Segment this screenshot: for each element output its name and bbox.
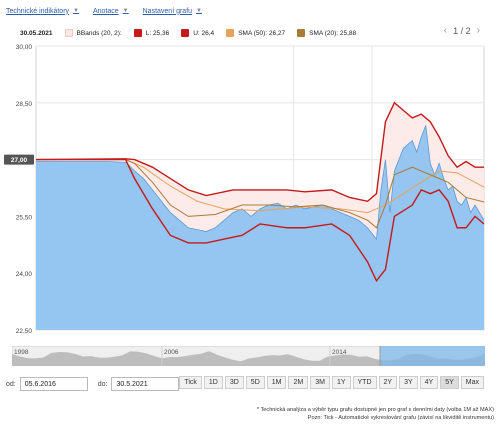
legend-swatch [226, 29, 235, 37]
navigator-year-label: 2014 [332, 349, 347, 356]
range-navigator[interactable]: 1998 2006 2014 [11, 345, 486, 367]
legend-bbands[interactable]: BBands (20, 2): [64, 29, 122, 37]
footnote-line1: * Technická analýza a výběr typu grafu d… [256, 407, 494, 413]
menu-technical-indicators[interactable]: Technické indikátory ▼ [6, 7, 79, 15]
price-area [36, 125, 484, 331]
y-tick-label: 28,50 [16, 101, 33, 108]
footnote: * Technická analýza a výběr typu grafu d… [257, 406, 494, 422]
chevron-down-icon: ▼ [122, 8, 129, 14]
bb-upper-line [35, 101, 484, 203]
pager-text: 1 / 2 [453, 25, 471, 36]
menu-annotations[interactable]: Anotace ▼ [92, 7, 129, 15]
to-label: do: [97, 380, 108, 388]
y-tick-label: 24,00 [16, 271, 33, 278]
legend-swatch [297, 29, 306, 37]
zoom-button-4y[interactable]: 4Y [419, 376, 439, 389]
chevron-right-icon[interactable]: › [476, 25, 480, 36]
price-line [36, 125, 485, 241]
sma50-line [36, 159, 485, 214]
navigator-year-label: 2006 [164, 349, 179, 356]
footnote-line2: Pozn: Tick - Automatické vykreslování gr… [307, 415, 494, 421]
zoom-button-2m[interactable]: 2M [288, 376, 309, 389]
zoom-button-2y[interactable]: 2Y [378, 376, 398, 389]
bb-lower-line [36, 158, 485, 283]
from-label: od: [6, 380, 16, 388]
to-date-input[interactable] [111, 377, 180, 391]
zoom-button-3d[interactable]: 3D [224, 376, 244, 389]
zoom-button-1d[interactable]: 1D [203, 376, 223, 389]
legend-pager: ‹ 1 / 2 › [438, 25, 486, 36]
chevron-down-icon: ▼ [196, 8, 202, 14]
chevron-down-icon: ▼ [73, 8, 79, 14]
chevron-left-icon[interactable]: ‹ [443, 25, 448, 36]
legend-sma20[interactable]: SMA (20): 25,88 [297, 29, 356, 37]
zoom-button-ytd[interactable]: YTD [352, 376, 377, 389]
zoom-button-3y[interactable]: 3Y [399, 376, 418, 389]
zoom-button-1m[interactable]: 1M [266, 376, 287, 389]
navigator-series [12, 351, 485, 366]
current-value-badge [4, 154, 34, 165]
navigator-selection [380, 346, 485, 366]
zoom-button-max[interactable]: Max [460, 376, 484, 389]
zoom-button-5d[interactable]: 5D [245, 376, 265, 389]
legend-swatch [181, 29, 190, 37]
zoom-buttons: Tick 1D 3D 5D 1M 2M 3M 1Y YTD 2Y 3Y 4Y 5Y Max [177, 376, 484, 389]
y-tick-label: 25,50 [16, 214, 33, 221]
legend-swatch [133, 29, 142, 37]
zoom-button-1y[interactable]: 1Y [331, 376, 351, 389]
navigator-year-label: 1998 [14, 349, 29, 356]
legend-swatch [64, 29, 73, 37]
legend-bb-lower[interactable]: L: 25,36 [133, 29, 169, 37]
y-tick-label: 22,50 [16, 328, 33, 335]
menu-chart-settings[interactable]: Nastavení grafu ▼ [142, 7, 202, 15]
current-value-label: 27,00 [11, 157, 28, 164]
legend-date: 30.05.2021 [20, 29, 53, 37]
from-date-input[interactable] [19, 377, 88, 391]
y-tick-label: 30,00 [16, 44, 33, 51]
zoom-button-5y[interactable]: 5Y [440, 376, 459, 389]
indicator-legend: 30.05.2021 BBands (20, 2): L: 25,36 U: 2… [6, 26, 494, 40]
sma20-line [36, 159, 485, 229]
chart-menu: Technické indikátory ▼ Anotace ▼ Nastavení… [6, 4, 216, 18]
legend-bb-upper[interactable]: U: 26,4 [181, 29, 214, 37]
navigator-svg[interactable]: 1998 2006 2014 [11, 345, 486, 367]
zoom-button-3m[interactable]: 3M [310, 376, 330, 389]
legend-sma50[interactable]: SMA (50): 26,27 [226, 29, 285, 37]
zoom-button-tick[interactable]: Tick [179, 376, 202, 389]
